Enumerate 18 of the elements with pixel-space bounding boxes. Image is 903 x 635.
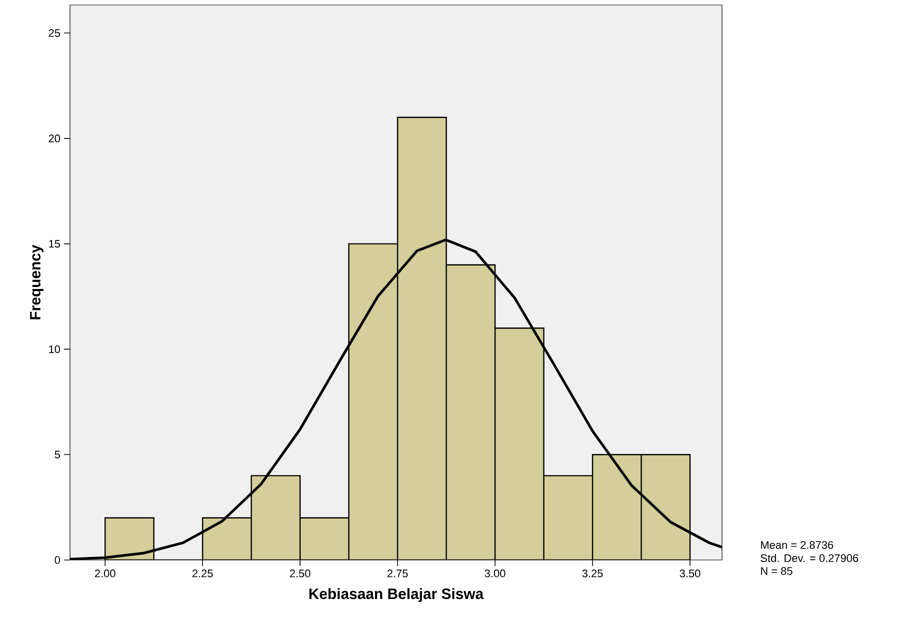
x-tick-label: 2.00 bbox=[94, 570, 116, 578]
y-tick-label: 15 bbox=[49, 240, 60, 248]
text: Std. Dev. = 0.27906 bbox=[760, 554, 858, 562]
text: N = 85 bbox=[761, 567, 792, 575]
x-tick-label: 3.50 bbox=[680, 570, 700, 578]
x-tick-label: 3.00 bbox=[484, 570, 506, 578]
y-tick-label: 25 bbox=[48, 29, 60, 37]
y-tick-label: 10 bbox=[49, 345, 60, 354]
text: Mean = 2.8736 bbox=[761, 541, 834, 549]
x-tick-label: 2.50 bbox=[290, 570, 310, 578]
x-tick-label: 2.75 bbox=[387, 570, 408, 578]
x-tick-label: 2.25 bbox=[192, 570, 213, 578]
y-tick-label: 5 bbox=[54, 450, 60, 458]
x-axis-title: Kebiasaan Belajar Siswa bbox=[309, 588, 484, 602]
y-tick-label: 0 bbox=[54, 556, 60, 564]
y-axis-title: Frequency bbox=[30, 244, 44, 320]
x-tick-label: 3.25 bbox=[582, 570, 603, 578]
y-tick-label: 20 bbox=[48, 134, 60, 142]
